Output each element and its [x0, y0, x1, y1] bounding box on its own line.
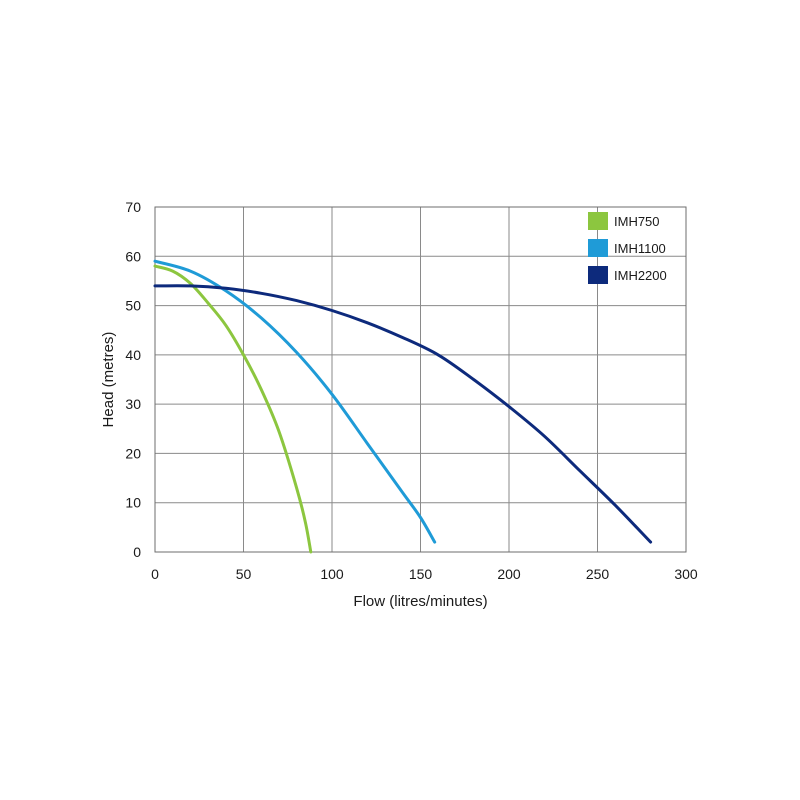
y-tick-label-10: 10	[125, 495, 141, 511]
x-tick-label-250: 250	[586, 566, 610, 582]
y-tick-label-0: 0	[133, 544, 141, 560]
legend: IMH750 IMH1100 IMH2200	[588, 212, 667, 284]
legend-label-imh750: IMH750	[614, 214, 660, 229]
legend-label-imh1100: IMH1100	[614, 241, 666, 256]
x-tick-label-50: 50	[236, 566, 252, 582]
series-line-imh1100	[153, 259, 437, 544]
grid-lines	[154, 206, 687, 553]
x-tick-labels: 0 50 100 150 200 250 300	[151, 566, 698, 582]
legend-label-imh2200: IMH2200	[614, 268, 667, 283]
y-tick-label-60: 60	[125, 248, 141, 264]
x-tick-label-100: 100	[320, 566, 344, 582]
y-axis-title: Head (metres)	[100, 332, 117, 428]
x-tick-label-0: 0	[151, 566, 159, 582]
legend-swatch-imh750	[588, 212, 608, 230]
series-lines	[153, 259, 653, 554]
legend-swatch-imh2200	[588, 266, 608, 284]
x-tick-label-200: 200	[497, 566, 521, 582]
y-tick-labels: 0 10 20 30 40 50 60 70	[125, 199, 141, 560]
y-tick-label-30: 30	[125, 396, 141, 412]
plot-area	[154, 206, 687, 553]
x-axis-title: Flow (litres/minutes)	[353, 593, 487, 610]
y-tick-label-50: 50	[125, 298, 141, 314]
series-line-imh2200	[153, 284, 653, 544]
y-tick-label-70: 70	[125, 199, 141, 215]
x-tick-label-300: 300	[674, 566, 698, 582]
series-line-imh750	[153, 264, 313, 554]
legend-swatch-imh1100	[588, 239, 608, 257]
y-tick-label-40: 40	[125, 347, 141, 363]
x-tick-label-150: 150	[409, 566, 433, 582]
y-tick-label-20: 20	[125, 445, 141, 461]
